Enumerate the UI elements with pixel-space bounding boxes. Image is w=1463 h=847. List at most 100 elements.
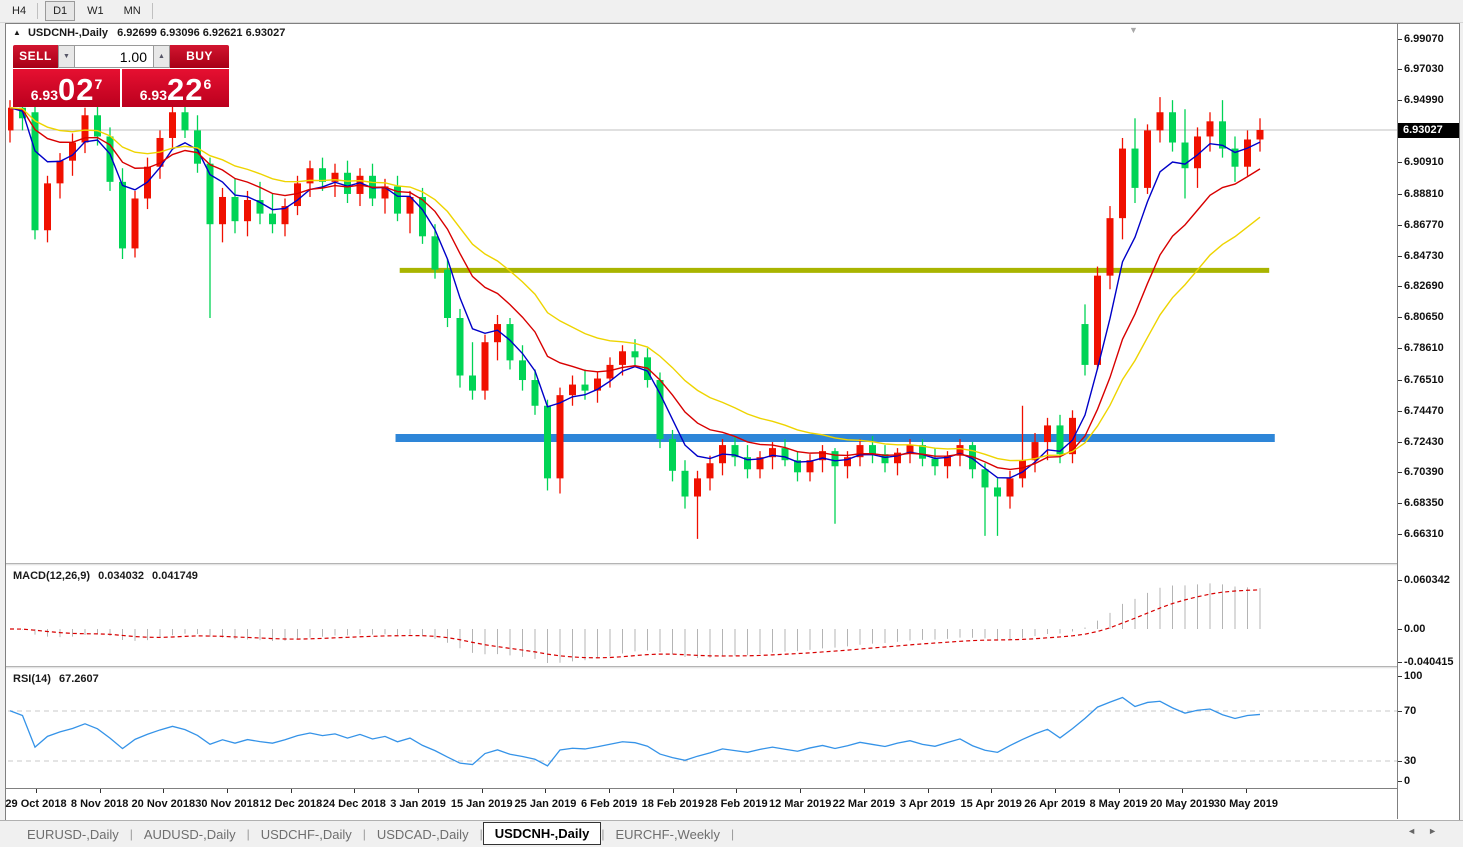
price-axis-tick	[1398, 317, 1402, 319]
price-axis-label: 6.97030	[1404, 63, 1444, 76]
volume-increase-button[interactable]: ▲	[153, 45, 170, 68]
sell-price-button[interactable]: 6.93 02 7	[13, 69, 120, 107]
price-chart-canvas[interactable]	[8, 24, 1397, 563]
date-axis-label: 18 Feb 2019	[641, 798, 704, 810]
chart-tab-usdchf-daily[interactable]: USDCHF-,Daily	[260, 826, 352, 842]
date-axis-tick	[290, 789, 292, 793]
date-axis-label: 3 Jan 2019	[390, 798, 446, 810]
date-axis-tick	[481, 789, 483, 793]
tab-scroll-arrows: ◄►	[1407, 826, 1449, 836]
date-axis-label: 20 Nov 2018	[131, 798, 196, 810]
collapse-icon[interactable]: ▲	[13, 28, 21, 37]
price-axis-label: 6.80650	[1404, 311, 1444, 324]
date-axis-label: 29 Oct 2018	[5, 798, 67, 810]
price-axis[interactable]: 6.93027 6.99070 6.97030 6.94990 6.90910 6.88…	[1397, 24, 1459, 819]
volume-input[interactable]	[75, 45, 153, 68]
date-axis-label: 12 Dec 2018	[259, 798, 323, 810]
date-axis-tick	[99, 789, 101, 793]
chart-title: ▲ USDCNH-,Daily 6.92699 6.93096 6.92621 …	[13, 27, 285, 39]
rsi-axis-label: 100	[1404, 670, 1423, 682]
date-axis-tick	[1054, 789, 1056, 793]
date-axis-tick	[1245, 789, 1247, 793]
pane-splitter-rsi[interactable]	[6, 666, 1458, 669]
chart-tab-usdcad-daily[interactable]: USDCAD-,Daily	[376, 826, 469, 842]
price-axis-tick	[1398, 162, 1402, 164]
date-axis-tick	[545, 789, 547, 793]
price-axis-tick	[1398, 534, 1402, 536]
rsi-axis-label: 70	[1404, 705, 1417, 717]
price-axis-label: 6.82690	[1404, 280, 1444, 293]
price-axis-label: 6.84730	[1404, 249, 1444, 262]
date-axis-tick	[1182, 789, 1184, 793]
timeframe-button-mn[interactable]: MN	[123, 5, 141, 17]
chart-tab-eurchf-weekly[interactable]: EURCHF-,Weekly	[615, 826, 720, 842]
date-axis-label: 26 Apr 2019	[1024, 798, 1086, 810]
date-axis-tick	[609, 789, 611, 793]
current-price-tag: 6.93027	[1398, 122, 1459, 138]
date-axis-label: 28 Feb 2019	[705, 798, 768, 810]
rsi-axis-tick	[1398, 781, 1402, 782]
date-axis-label: 6 Feb 2019	[580, 798, 638, 810]
price-axis-label: 6.90910	[1404, 156, 1444, 169]
tab-scroll-right-icon[interactable]: ►	[1428, 826, 1449, 836]
tab-separator: |	[129, 827, 133, 841]
buy-price-big: 22	[166, 72, 204, 107]
macd-indicator-label: MACD(12,26,9) 0.034032 0.041749	[13, 570, 198, 582]
date-axis-tick	[863, 789, 865, 793]
timeframe-button-w1[interactable]: W1	[87, 5, 104, 17]
macd-axis-label: -0.040415	[1404, 656, 1454, 669]
timeframe-button-d1[interactable]: D1	[45, 1, 76, 21]
tab-separator: |	[730, 827, 735, 841]
rsi-axis-label: 0	[1404, 775, 1411, 787]
date-axis-label: 3 Apr 2019	[899, 798, 956, 810]
price-axis-tick	[1398, 286, 1402, 288]
timeframe-button-h4[interactable]: H4	[12, 5, 27, 17]
toolbar-separator	[151, 3, 153, 19]
buy-button[interactable]: BUY	[170, 45, 229, 68]
date-axis-label: 20 May 2019	[1150, 798, 1215, 810]
date-axis-label: 22 Mar 2019	[832, 798, 896, 810]
one-click-trade-panel: SELL ▼ ▲ BUY 6.93 02 7 6.93 22 6	[13, 45, 229, 108]
date-axis-tick	[227, 789, 229, 793]
chart-tab-eurusd-daily[interactable]: EURUSD-,Daily	[27, 826, 119, 842]
tab-scroll-left-icon[interactable]: ◄	[1407, 826, 1429, 836]
scroll-end-marker-icon[interactable]: ▼	[1129, 25, 1138, 35]
date-axis-tick	[1118, 789, 1120, 793]
sell-button[interactable]: SELL	[13, 45, 58, 68]
buy-price-button[interactable]: 6.93 22 6	[122, 69, 229, 107]
price-axis-label: 6.94990	[1404, 94, 1444, 107]
chart-title-symbol: USDCNH-,Daily	[27, 27, 109, 39]
price-axis-tick	[1398, 100, 1402, 102]
rsi-chart-canvas[interactable]	[8, 669, 1397, 788]
rsi-axis-tick	[1398, 711, 1402, 712]
sell-price-big: 02	[57, 72, 95, 107]
price-axis-tick	[1398, 38, 1402, 40]
timeframe-buttons: H4 D1 W1 MN	[0, 1, 156, 21]
trade-panel-top-row: SELL ▼ ▲ BUY	[13, 45, 229, 68]
chart-tab-usdcnh-daily[interactable]: USDCNH-,Daily	[482, 821, 602, 845]
macd-chart-canvas[interactable]	[8, 566, 1397, 666]
date-axis-tick	[991, 789, 993, 793]
price-axis-label: 6.76510	[1404, 373, 1444, 386]
price-axis-label: 6.70390	[1404, 466, 1444, 479]
buy-price-prefix: 6.93	[139, 87, 167, 103]
chart-tab-audusd-daily[interactable]: AUDUSD-,Daily	[143, 826, 236, 842]
chart-tab-bar: EURUSD-,Daily | AUDUSD-,Daily | USDCHF-,Dail…	[0, 820, 1463, 847]
date-axis-tick	[36, 789, 37, 793]
volume-decrease-button[interactable]: ▼	[58, 45, 75, 68]
date-axis-label: 12 Mar 2019	[768, 798, 832, 810]
date-axis-label: 25 Jan 2019	[514, 798, 577, 810]
rsi-axis-tick	[1398, 761, 1402, 762]
date-axis-tick	[672, 789, 674, 793]
macd-axis-label: 0.00	[1404, 623, 1426, 635]
date-axis-tick	[736, 789, 738, 793]
trade-panel-price-row: 6.93 02 7 6.93 22 6	[13, 69, 229, 107]
date-axis-label: 15 Jan 2019	[450, 798, 513, 810]
price-axis-tick	[1398, 379, 1402, 381]
rsi-name: RSI(14)	[13, 673, 51, 685]
chart-window	[5, 23, 1460, 821]
date-axis-tick	[927, 789, 929, 793]
tab-separator: |	[479, 827, 483, 841]
date-axis[interactable]: 29 Oct 2018 8 Nov 2018 20 Nov 2018 30 Nov 2…	[5, 789, 1397, 819]
pane-splitter-macd[interactable]	[6, 563, 1458, 566]
